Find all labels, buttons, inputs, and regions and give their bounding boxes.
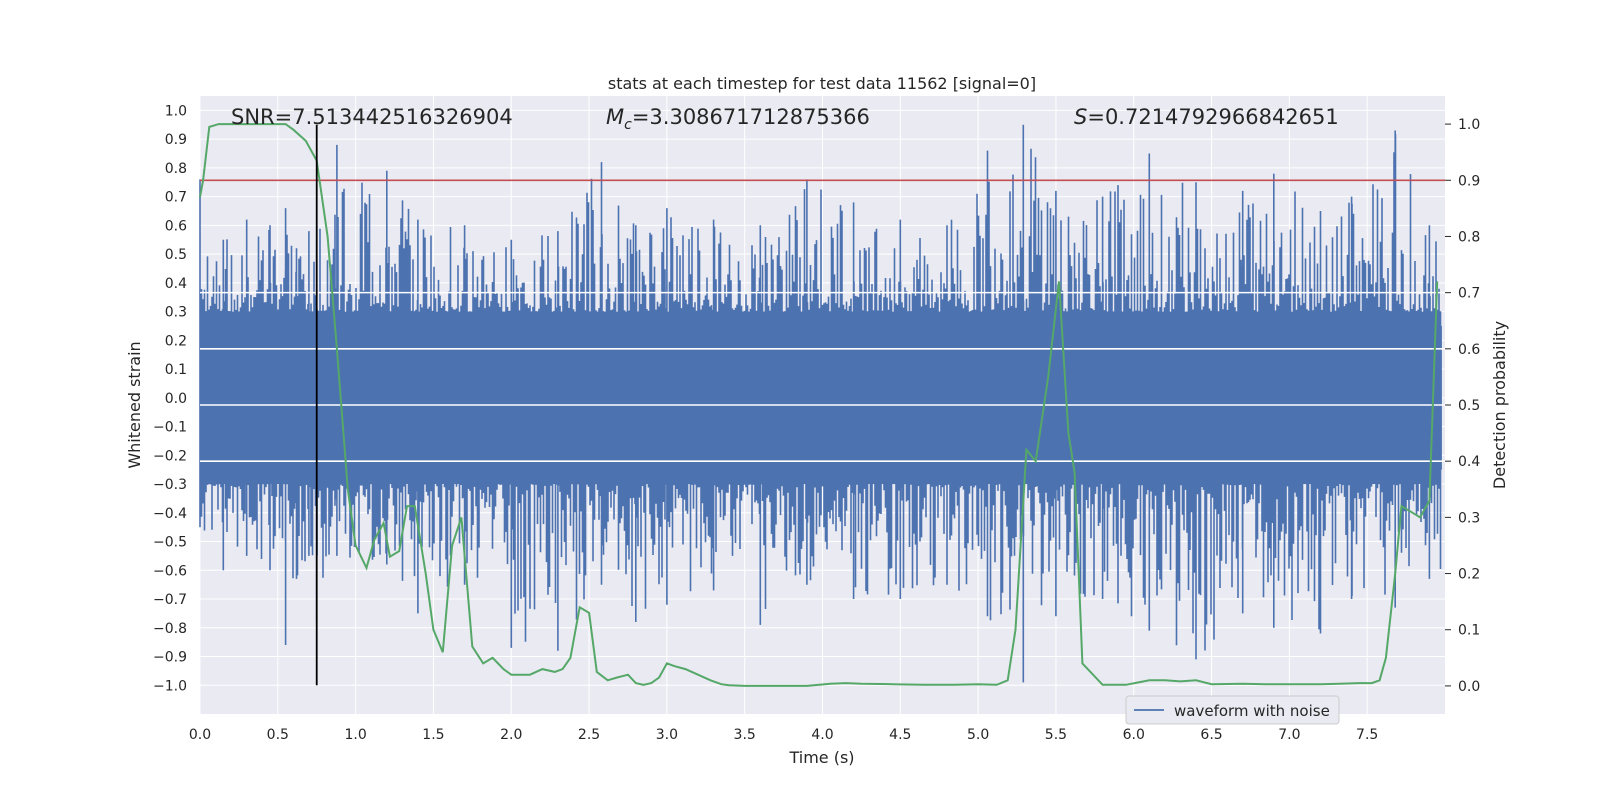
y2-tick-label: 0.2 (1458, 567, 1480, 583)
y2-tick-label: 0.7 (1458, 286, 1480, 302)
y-tick-label: 1.0 (165, 103, 187, 119)
x-tick-label: 3.5 (734, 727, 756, 743)
y2-tick-label: 0.5 (1458, 398, 1480, 414)
chirp-mass-annotation: Mc=3.308671712875366 (606, 105, 870, 133)
y-tick-label: 0.7 (165, 190, 187, 206)
y-tick-label: −0.1 (153, 420, 187, 436)
x-tick-label: 3.0 (656, 727, 678, 743)
s-value: =0.7214792966842651 (1087, 105, 1338, 129)
y-tick-label: −0.5 (153, 535, 187, 551)
x-tick-label: 1.5 (422, 727, 444, 743)
x-axis-label: Time (s) (788, 748, 854, 767)
y2-axis-ticks: 1.0 0.9 0.8 0.7 0.6 0.5 0.4 0.3 0.2 0.1 0.0 (1445, 117, 1480, 695)
y-tick-label: 0.9 (165, 132, 187, 148)
y-tick-label: −0.6 (153, 563, 187, 579)
y-tick-label: 0.8 (165, 161, 187, 177)
y-tick-label: −1.0 (153, 678, 187, 694)
chirp-mass-symbol: M (606, 105, 624, 129)
y-tick-label: 0.4 (165, 276, 187, 292)
y-axis-label: Whitened strain (125, 341, 144, 468)
legend-waveform-label: waveform with noise (1174, 702, 1330, 720)
x-tick-label: 2.0 (500, 727, 522, 743)
x-tick-label: 7.5 (1356, 727, 1378, 743)
y-tick-label: 0.6 (165, 218, 187, 234)
x-tick-label: 6.5 (1200, 727, 1222, 743)
y-tick-label: 0.1 (165, 362, 187, 378)
y2-tick-label: 0.4 (1458, 454, 1480, 470)
y-tick-label: −0.3 (153, 477, 187, 493)
y-tick-label: −0.2 (153, 448, 187, 464)
chirp-mass-subscript: c (624, 117, 632, 133)
s-annotation: S=0.7214792966842651 (1074, 105, 1339, 129)
y-tick-label: −0.8 (153, 621, 187, 637)
detection-probability-line (199, 123, 1439, 687)
x-tick-label: 2.5 (578, 727, 600, 743)
y2-tick-label: 0.9 (1458, 173, 1480, 189)
right-axis-grid (200, 291, 1445, 462)
x-tick-label: 0.0 (189, 727, 211, 743)
y-tick-label: 0.0 (165, 391, 187, 407)
y2-tick-label: 0.6 (1458, 342, 1480, 358)
x-tick-label: 7.0 (1278, 727, 1300, 743)
y2-tick-label: 0.1 (1458, 623, 1480, 639)
legend-box (1125, 695, 1340, 725)
y-tick-label: 0.2 (165, 333, 187, 349)
chart-title: stats at each timestep for test data 115… (608, 74, 1036, 93)
y-tick-label: −0.7 (153, 592, 187, 608)
y2-tick-label: 0.0 (1458, 679, 1480, 695)
x-tick-label: 0.5 (267, 727, 289, 743)
y2-axis-label: Detection probability (1490, 321, 1509, 489)
waveform-series (199, 124, 1442, 683)
y-tick-label: −0.9 (153, 650, 187, 666)
y-tick-label: 0.5 (165, 247, 187, 263)
x-axis-ticks: 0.0 0.5 1.0 1.5 2.0 2.5 3.0 3.5 4.0 4.5 5.0 5.5 6.0 6… (189, 727, 1378, 743)
x-tick-label: 4.0 (811, 727, 833, 743)
x-tick-label: 4.5 (889, 727, 911, 743)
y-tick-label: −0.4 (153, 506, 187, 522)
y2-tick-label: 0.3 (1458, 510, 1480, 526)
y2-tick-label: 1.0 (1458, 117, 1480, 133)
chirp-mass-value: =3.308671712875366 (632, 105, 870, 129)
snr-annotation: SNR=7.513442516326904 (231, 105, 513, 129)
legend: waveform with noise (1125, 695, 1340, 725)
y-axis-ticks: 1.0 0.9 0.8 0.7 0.6 0.5 0.4 0.3 0.2 0.1 0.0 −0.1 −0.… (153, 103, 187, 694)
s-symbol: S (1074, 105, 1087, 129)
x-tick-label: 5.5 (1045, 727, 1067, 743)
x-tick-label: 6.0 (1123, 727, 1145, 743)
x-tick-label: 5.0 (967, 727, 989, 743)
y2-tick-label: 0.8 (1458, 229, 1480, 245)
y-tick-label: 0.3 (165, 305, 187, 321)
waveform-trace (199, 124, 1442, 683)
x-tick-label: 1.0 (344, 727, 366, 743)
